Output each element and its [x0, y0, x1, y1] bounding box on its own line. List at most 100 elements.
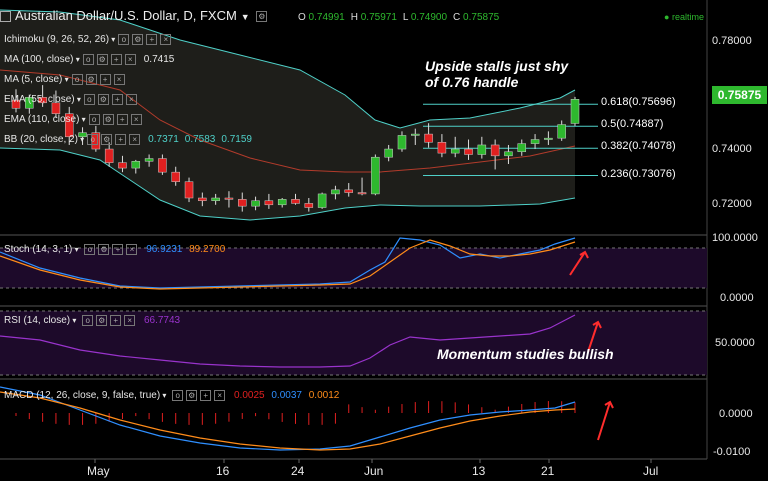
- close-icon[interactable]: ×: [160, 33, 172, 45]
- close-icon[interactable]: ×: [124, 314, 136, 326]
- eye-icon[interactable]: o: [84, 243, 96, 255]
- ohlc-values: O 0.74991 H 0.75971 L 0.74900 C 0.75875: [298, 12, 499, 23]
- candle-body: [304, 203, 314, 208]
- stoch-d-line: [0, 239, 576, 290]
- indicator-label: MA (5, close): [4, 74, 63, 85]
- price-axis-label: 0.74000: [712, 143, 752, 156]
- eye-icon[interactable]: o: [88, 113, 100, 125]
- live-dot-icon: ●: [664, 12, 670, 22]
- eye-icon[interactable]: o: [118, 33, 130, 45]
- fib-label: 0.618(0.75696): [601, 96, 676, 109]
- ohlc-value-O: 0.74991: [305, 12, 345, 23]
- indicator-label: MA (100, close): [4, 54, 74, 65]
- ohlc-key-O: O: [298, 12, 306, 23]
- settings-icon[interactable]: ⚙: [96, 314, 108, 326]
- eye-icon[interactable]: o: [87, 133, 99, 145]
- close-icon[interactable]: ×: [130, 113, 142, 125]
- plus-icon[interactable]: +: [112, 243, 124, 255]
- macd-label: MACD (12, 26, close, 9, false, true): [4, 390, 161, 401]
- candle-body: [131, 161, 141, 169]
- eye-icon[interactable]: o: [172, 389, 184, 401]
- plus-icon[interactable]: +: [146, 33, 158, 45]
- time-axis-label: 16: [216, 464, 230, 478]
- rsi-axis-50: 50.0000: [715, 337, 755, 349]
- candle-body: [544, 137, 553, 140]
- symbol-header[interactable]: Australian Dollar/U.S. Dollar, D, FXCM ▼ …: [0, 8, 268, 23]
- settings-icon[interactable]: ⚙: [98, 243, 110, 255]
- indicator-label: EMA (55, close): [4, 94, 75, 105]
- settings-icon[interactable]: ⚙: [85, 73, 97, 85]
- bollinger-lower-line: [0, 147, 576, 221]
- time-axis-label: Jul: [643, 464, 659, 478]
- ohlc-value-H: 0.75971: [357, 12, 397, 23]
- candle-body: [557, 124, 566, 139]
- collapse-icon[interactable]: [0, 11, 11, 23]
- plus-icon[interactable]: +: [99, 73, 111, 85]
- close-icon[interactable]: ×: [129, 133, 141, 145]
- macd-hist-value: 0.0025: [233, 390, 265, 401]
- indicator-row: EMA (110, close) ▾ o ⚙ + ×: [4, 113, 142, 126]
- plus-icon[interactable]: +: [116, 113, 128, 125]
- candle-body: [158, 158, 167, 173]
- close-icon[interactable]: ×: [214, 389, 226, 401]
- up-arrow-icon: [569, 251, 586, 276]
- candle-body: [25, 97, 34, 109]
- close-icon[interactable]: ×: [113, 73, 125, 85]
- candle-body: [144, 158, 154, 162]
- indicator-row: Ichimoku (9, 26, 52, 26) ▾ o ⚙ + ×: [4, 33, 172, 46]
- time-axis-label: May: [87, 464, 110, 478]
- indicator-value: 0.7415: [143, 54, 175, 65]
- settings-icon[interactable]: ⚙: [256, 11, 268, 23]
- plus-icon[interactable]: +: [110, 314, 122, 326]
- eye-icon[interactable]: o: [83, 93, 95, 105]
- stoch-legend: Stoch (14, 3, 1) ▾ o ⚙ + × 96.9231 89.2700: [4, 243, 226, 255]
- eye-icon[interactable]: o: [82, 314, 94, 326]
- up-arrow-icon: [587, 321, 599, 353]
- fib-label: 0.5(0.74887): [601, 118, 664, 131]
- indicator-label: Ichimoku (9, 26, 52, 26): [4, 34, 110, 45]
- eye-icon[interactable]: o: [71, 73, 83, 85]
- close-icon[interactable]: ×: [125, 93, 137, 105]
- settings-icon[interactable]: ⚙: [97, 93, 109, 105]
- candle-body: [264, 200, 274, 206]
- plus-icon[interactable]: +: [115, 133, 127, 145]
- ohlc-value-C: 0.75875: [460, 12, 500, 23]
- close-icon[interactable]: ×: [124, 53, 136, 65]
- up-arrow-head-icon: [604, 400, 614, 409]
- candle-body: [517, 143, 527, 153]
- settings-icon[interactable]: ⚙: [186, 389, 198, 401]
- indicator-value: 0.7159: [221, 134, 252, 145]
- price-axis-label: 0.72000: [712, 197, 752, 210]
- candle-body: [397, 135, 407, 150]
- candle-body: [490, 144, 500, 157]
- candle-body: [184, 181, 194, 199]
- candle-body: [477, 144, 487, 155]
- macd-signal-value: 0.0012: [308, 390, 340, 401]
- settings-icon[interactable]: ⚙: [101, 133, 113, 145]
- candle-body: [357, 192, 367, 195]
- chevron-down-icon[interactable]: ▼: [240, 12, 250, 22]
- settings-icon[interactable]: ⚙: [132, 33, 144, 45]
- annotation-main: Upside stalls just shy of 0.76 handle: [425, 58, 568, 90]
- stoch-axis-0: 0.0000: [720, 292, 754, 304]
- settings-icon[interactable]: ⚙: [96, 53, 108, 65]
- close-icon[interactable]: ×: [126, 243, 138, 255]
- bollinger-mid-line: [0, 69, 576, 173]
- eye-icon[interactable]: o: [82, 53, 94, 65]
- fib-label: 0.382(0.74078): [601, 140, 676, 153]
- time-axis-label: 24: [291, 464, 305, 478]
- ohlc-key-C: C: [453, 12, 461, 23]
- macd-line: [0, 386, 576, 451]
- settings-icon[interactable]: ⚙: [102, 113, 114, 125]
- candle-body: [104, 148, 114, 163]
- plus-icon[interactable]: +: [110, 53, 122, 65]
- candle-body: [277, 199, 287, 206]
- ohlc-key-H: H: [350, 12, 358, 23]
- macd-legend: MACD (12, 26, close, 9, false, true) ▾ o…: [4, 389, 340, 401]
- plus-icon[interactable]: +: [200, 389, 212, 401]
- indicator-value: 0.7583: [184, 134, 216, 145]
- plus-icon[interactable]: +: [111, 93, 123, 105]
- candle-body: [11, 99, 21, 109]
- stoch-k-value: 96.9231: [146, 244, 183, 255]
